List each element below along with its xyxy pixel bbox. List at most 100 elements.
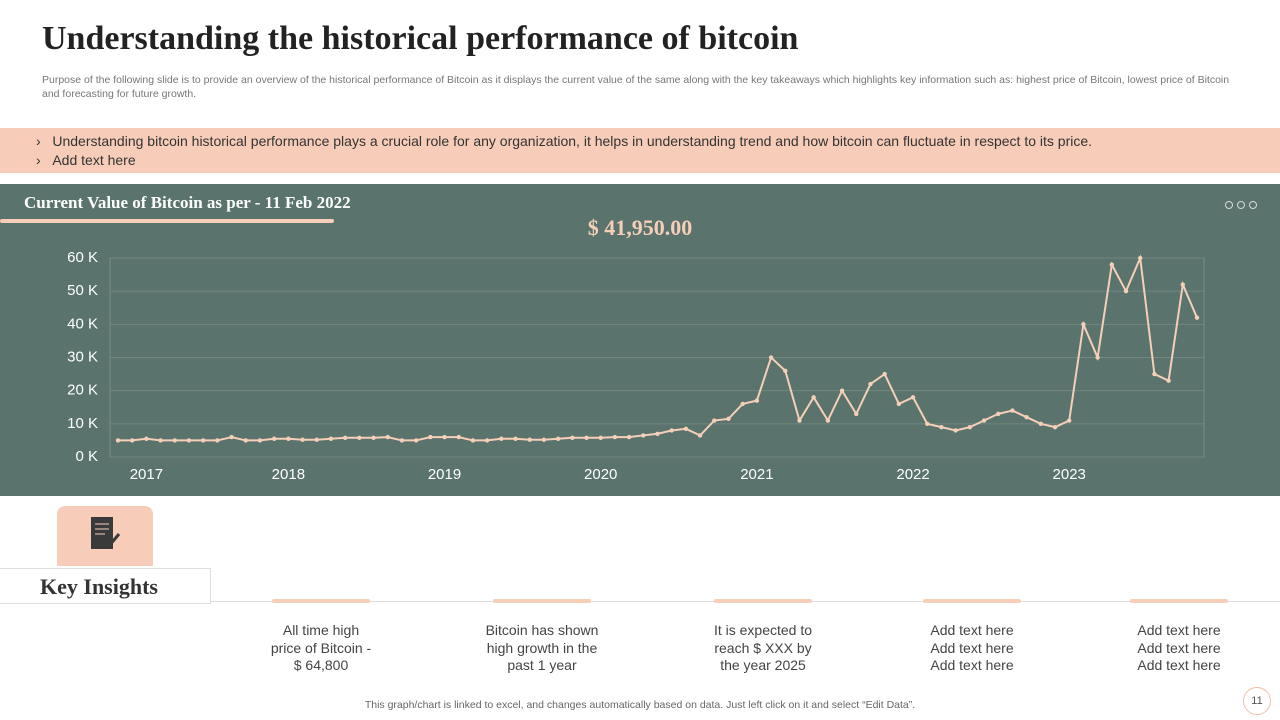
point xyxy=(200,438,206,443)
point xyxy=(1024,415,1029,420)
underline xyxy=(0,219,334,223)
point xyxy=(172,438,177,443)
point xyxy=(825,418,831,423)
icon-box xyxy=(57,506,153,566)
point xyxy=(1138,255,1143,261)
y-tick-label: 0 K xyxy=(75,448,98,465)
insight-marker xyxy=(714,599,812,603)
point xyxy=(996,411,1001,417)
point xyxy=(399,438,405,443)
point xyxy=(612,434,618,440)
point xyxy=(527,437,532,442)
point xyxy=(1123,288,1129,294)
point xyxy=(470,438,476,443)
point xyxy=(1067,418,1072,423)
point xyxy=(314,437,319,442)
insights-tab xyxy=(0,568,211,604)
point xyxy=(144,436,149,441)
chart-panel xyxy=(0,184,1280,496)
insight-text: Add text here Add text here Add text her… xyxy=(930,622,1014,673)
point xyxy=(1052,424,1058,430)
x-tick-label: 2020 xyxy=(584,466,617,483)
point xyxy=(1180,282,1186,287)
y-tick-label: 10 K xyxy=(67,415,98,432)
point xyxy=(868,381,873,387)
point xyxy=(712,418,717,423)
x-tick-label: 2022 xyxy=(896,466,929,483)
insight-text: Add text here Add text here Add text her… xyxy=(1137,622,1221,673)
insight-marker xyxy=(272,599,370,603)
title: Understanding the historical performance… xyxy=(42,20,799,57)
y-tick-label: 60 K xyxy=(67,249,98,266)
point xyxy=(1194,315,1200,320)
point xyxy=(953,428,958,433)
point xyxy=(484,438,490,443)
point xyxy=(910,395,916,400)
price: $ 41,950.00 xyxy=(588,215,693,240)
insight-text: Bitcoin has shown high growth in the pas… xyxy=(485,622,599,673)
point xyxy=(570,435,575,440)
point xyxy=(1109,262,1115,267)
point xyxy=(442,434,447,440)
point xyxy=(257,438,263,443)
description: Purpose of the following slide is to pro… xyxy=(42,74,1230,100)
y-tick-label: 50 K xyxy=(67,282,98,299)
point xyxy=(768,355,774,360)
point xyxy=(129,438,135,443)
point xyxy=(584,435,589,440)
insight-text: It is expected to reach $ XXX by the yea… xyxy=(713,622,813,673)
point xyxy=(882,371,887,377)
y-tick-label: 20 K xyxy=(67,382,98,399)
footer-note: This graph/chart is linked to excel, and… xyxy=(364,699,916,711)
point xyxy=(683,426,689,432)
point xyxy=(655,431,660,436)
point xyxy=(541,437,547,442)
point xyxy=(839,388,845,393)
point xyxy=(598,435,603,440)
point xyxy=(754,398,760,403)
point xyxy=(1166,378,1171,383)
insight-text: All time high price of Bitcoin - $ 64,80… xyxy=(270,622,372,673)
point xyxy=(428,434,433,440)
point xyxy=(342,435,348,440)
icon xyxy=(91,517,121,549)
point xyxy=(925,421,930,427)
point xyxy=(229,434,234,440)
point xyxy=(115,438,121,443)
point xyxy=(456,434,461,440)
point xyxy=(939,424,944,430)
point xyxy=(385,434,390,440)
point xyxy=(626,434,632,440)
x-tick-label: 2023 xyxy=(1053,466,1086,483)
dots xyxy=(1225,201,1257,209)
bullet: › Understanding bitcoin historical perfo… xyxy=(36,133,1093,149)
y-tick-label: 40 K xyxy=(67,315,98,332)
insight-marker xyxy=(923,599,1021,603)
line xyxy=(118,254,1198,442)
y-tick-label: 30 K xyxy=(67,348,98,365)
point xyxy=(797,418,802,423)
point xyxy=(854,411,859,417)
point xyxy=(1010,408,1015,413)
bullet-text: Add text here xyxy=(52,152,136,168)
point xyxy=(726,416,731,422)
point xyxy=(783,368,788,373)
x-tick-label: 2019 xyxy=(428,466,461,483)
point xyxy=(215,438,220,443)
point xyxy=(896,401,902,407)
point xyxy=(1081,322,1086,327)
point xyxy=(158,438,163,443)
point xyxy=(286,436,291,441)
point xyxy=(357,435,362,440)
bullet-text: Understanding bitcoin historical perform… xyxy=(52,133,1093,149)
point xyxy=(555,436,561,441)
point xyxy=(328,436,334,441)
insight-marker xyxy=(493,599,591,603)
x-tick-label: 2018 xyxy=(272,466,305,483)
point xyxy=(641,433,646,438)
point xyxy=(740,401,745,407)
x-tick-label: 2021 xyxy=(740,466,773,483)
point xyxy=(371,435,376,440)
point xyxy=(186,438,192,443)
